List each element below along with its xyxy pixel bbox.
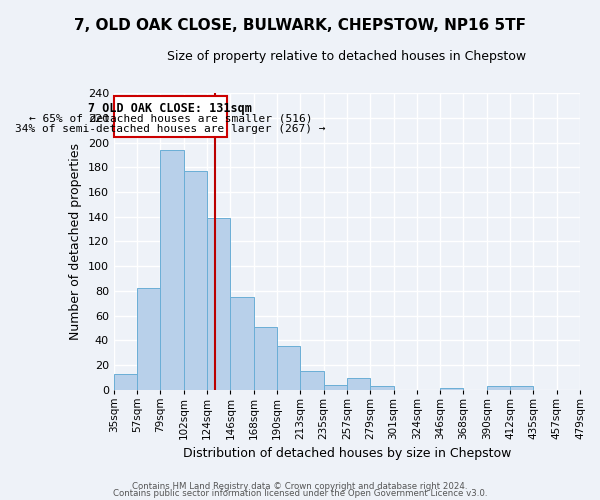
- Bar: [277, 346, 301, 390]
- Bar: [510, 386, 533, 390]
- Text: Contains public sector information licensed under the Open Government Licence v3: Contains public sector information licen…: [113, 490, 487, 498]
- Bar: [323, 384, 347, 390]
- Title: Size of property relative to detached houses in Chepstow: Size of property relative to detached ho…: [167, 50, 526, 63]
- Bar: [184, 171, 207, 390]
- Bar: [254, 326, 277, 390]
- Text: ← 65% of detached houses are smaller (516): ← 65% of detached houses are smaller (51…: [29, 113, 312, 123]
- Text: Contains HM Land Registry data © Crown copyright and database right 2024.: Contains HM Land Registry data © Crown c…: [132, 482, 468, 491]
- Text: 7 OLD OAK CLOSE: 131sqm: 7 OLD OAK CLOSE: 131sqm: [88, 102, 253, 115]
- X-axis label: Distribution of detached houses by size in Chepstow: Distribution of detached houses by size …: [183, 447, 511, 460]
- Bar: [160, 150, 184, 390]
- Y-axis label: Number of detached properties: Number of detached properties: [69, 143, 82, 340]
- Bar: [440, 388, 463, 390]
- FancyBboxPatch shape: [114, 96, 227, 136]
- Bar: [301, 371, 323, 390]
- Text: 7, OLD OAK CLOSE, BULWARK, CHEPSTOW, NP16 5TF: 7, OLD OAK CLOSE, BULWARK, CHEPSTOW, NP1…: [74, 18, 526, 32]
- Bar: [487, 386, 510, 390]
- Bar: [114, 374, 137, 390]
- Bar: [370, 386, 394, 390]
- Text: 34% of semi-detached houses are larger (267) →: 34% of semi-detached houses are larger (…: [15, 124, 326, 134]
- Bar: [137, 288, 160, 390]
- Bar: [347, 378, 370, 390]
- Bar: [207, 218, 230, 390]
- Bar: [230, 297, 254, 390]
